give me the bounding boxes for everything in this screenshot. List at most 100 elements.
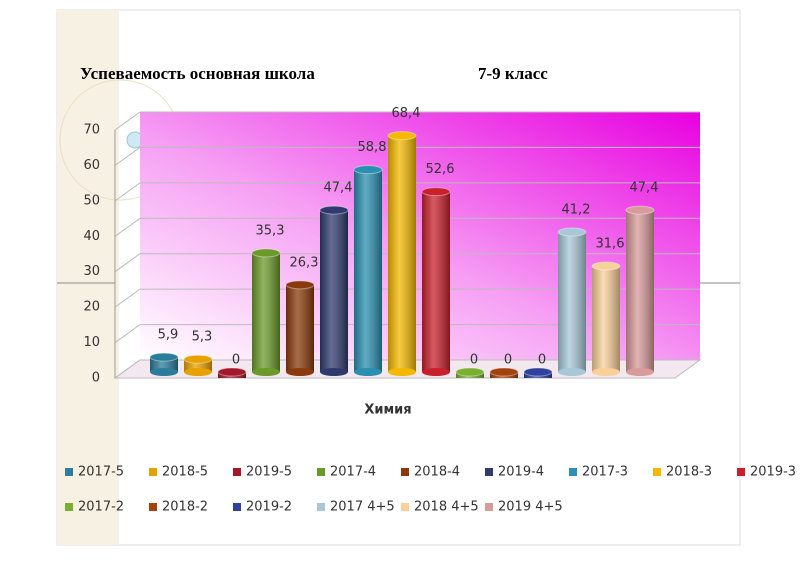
bar-base: [354, 368, 382, 376]
bar-base: [422, 368, 450, 376]
legend-swatch: [233, 503, 241, 511]
legend-swatch: [149, 503, 157, 511]
bar-top: [149, 352, 179, 362]
bar-top: [523, 367, 553, 377]
data-label: 41,2: [562, 203, 591, 218]
legend-swatch: [65, 468, 73, 476]
bar-top: [489, 367, 519, 377]
x-tick-label: Химия: [364, 403, 411, 418]
data-label: 5,9: [158, 328, 179, 343]
legend-label: 2019-5: [246, 465, 292, 480]
data-label: 68,4: [392, 106, 421, 121]
bar-base: [150, 368, 178, 376]
bar-shade: [320, 210, 348, 372]
bar-shade: [286, 284, 314, 372]
y-tick-label: 70: [83, 123, 100, 138]
grid-line: [114, 217, 141, 237]
data-label: 52,6: [426, 162, 455, 177]
bar-top: [183, 354, 213, 364]
grid-line: [114, 288, 141, 308]
y-tick-label: 50: [83, 193, 100, 208]
legend-swatch: [569, 468, 577, 476]
legend-label: 2018-4: [414, 465, 460, 480]
data-label: 47,4: [630, 181, 659, 196]
side-strip: [57, 10, 119, 545]
data-label: 5,3: [192, 330, 213, 345]
y-tick-label: 20: [83, 300, 100, 315]
legend-swatch: [149, 468, 157, 476]
bar-base: [184, 368, 212, 376]
grid-line: [114, 359, 141, 379]
bar-base: [592, 368, 620, 376]
legend-label: 2017-5: [78, 465, 124, 480]
bar-shade: [388, 135, 416, 372]
bar-shade: [354, 169, 382, 372]
legend-swatch: [737, 468, 745, 476]
legend-label: 2017-4: [330, 465, 376, 480]
bar-shade: [626, 210, 654, 372]
bar-top: [387, 131, 417, 141]
legend-label: 2017 4+5: [330, 500, 395, 515]
data-label: 47,4: [324, 181, 353, 196]
legend-swatch: [401, 468, 409, 476]
data-label: 58,8: [358, 140, 387, 155]
bar-base: [320, 368, 348, 376]
bar-top: [285, 280, 315, 290]
grid-line: [114, 253, 141, 273]
legend-label: 2019-3: [750, 465, 796, 480]
y-tick-label: 40: [83, 229, 100, 244]
bar-top: [353, 165, 383, 175]
legend-label: 2019-2: [246, 500, 292, 515]
bar-base: [558, 368, 586, 376]
grid-line: [114, 147, 141, 166]
legend-swatch: [317, 468, 325, 476]
legend-swatch: [233, 468, 241, 476]
bar-top: [455, 367, 485, 377]
y-tick-label: 10: [83, 335, 100, 350]
bar-shade: [558, 232, 586, 372]
legend-label: 2019 4+5: [498, 500, 563, 515]
bar-top: [557, 227, 587, 237]
bar-base: [626, 368, 654, 376]
data-label: 0: [504, 353, 512, 368]
y-tick-label: 30: [83, 264, 100, 279]
bar-base: [388, 368, 416, 376]
data-label: 31,6: [596, 237, 625, 252]
y-tick-label: 0: [92, 371, 100, 386]
legend-label: 2018-5: [162, 465, 208, 480]
legend-label: 2018-2: [162, 500, 208, 515]
legend-label: 2018-3: [666, 465, 712, 480]
grid-line: [114, 111, 141, 131]
legend-label: 2017-3: [582, 465, 628, 480]
legend-label: 2018 4+5: [414, 500, 479, 515]
bar-top: [217, 367, 247, 377]
legend-swatch: [485, 503, 493, 511]
legend-swatch: [401, 503, 409, 511]
bar-shade: [592, 266, 620, 372]
bar-top: [319, 205, 349, 215]
bar-top: [251, 248, 281, 258]
legend-label: 2019-4: [498, 465, 544, 480]
bar-top: [421, 187, 451, 197]
legend-swatch: [65, 503, 73, 511]
data-label: 0: [232, 353, 240, 368]
data-label: 35,3: [256, 223, 285, 238]
chart-title: Успеваемость основная школа: [80, 64, 315, 83]
bar-top: [625, 205, 655, 215]
grid-line: [114, 324, 141, 343]
bar-top: [591, 261, 621, 271]
bar-base: [252, 368, 280, 376]
data-label: 0: [470, 353, 478, 368]
data-label: 26,3: [290, 255, 319, 270]
legend-swatch: [317, 503, 325, 511]
bar-shade: [252, 252, 280, 372]
bar-shade: [150, 357, 178, 372]
grid-line: [114, 182, 141, 202]
chart-subtitle: 7-9 класс: [478, 64, 548, 83]
bar-base: [286, 368, 314, 376]
y-tick-label: 60: [83, 158, 100, 173]
legend-label: 2017-2: [78, 500, 124, 515]
bar-shade: [422, 191, 450, 372]
legend-swatch: [485, 468, 493, 476]
